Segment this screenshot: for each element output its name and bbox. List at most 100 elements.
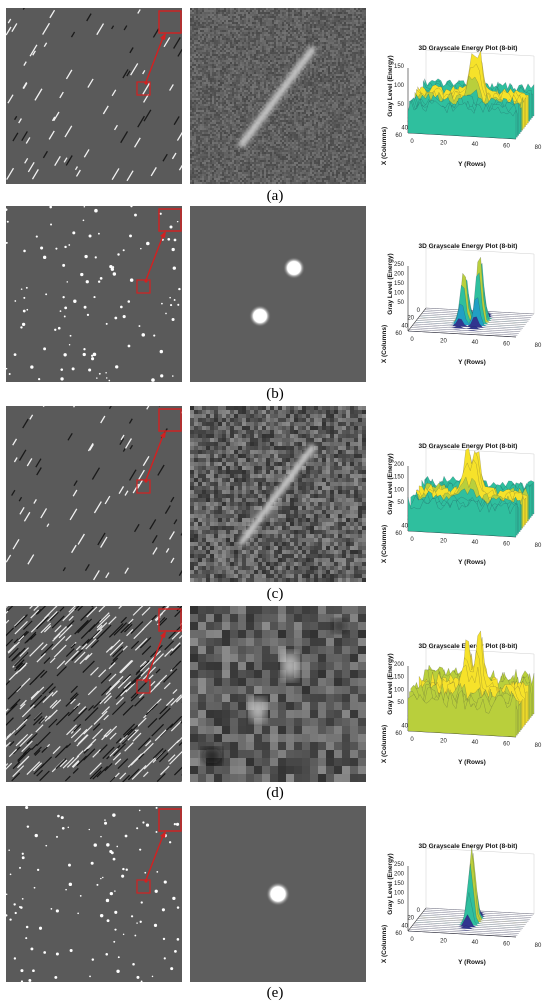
y-tick-label: 80 — [535, 343, 542, 349]
z-tick-label: 200 — [394, 462, 405, 468]
x-tick-label: 60 — [395, 931, 402, 937]
surface-strip — [412, 325, 521, 332]
star-field-image-d — [6, 606, 182, 782]
z-axis-label: Gray Level (Energy) — [387, 253, 394, 314]
y-tick-label: 20 — [440, 339, 447, 345]
surface-strip — [412, 925, 521, 932]
z-tick-label: 50 — [397, 300, 404, 306]
x-tick-label: 0 — [417, 308, 421, 314]
z-axis-label: Gray Level (Energy) — [387, 653, 394, 714]
x-tick-label: 40 — [401, 723, 408, 729]
y-tick-label: 0 — [410, 337, 414, 343]
z-axis-label: Gray Level (Energy) — [387, 853, 394, 914]
x-axis-label: X (Columns) — [381, 325, 388, 363]
surface-strip — [416, 272, 525, 327]
y-tick-label: 20 — [440, 939, 447, 945]
x-axis-label: X (Columns) — [381, 925, 388, 963]
x-tick-label: 40 — [401, 125, 408, 131]
star-field-image-a — [6, 8, 182, 184]
panel-caption-e: (e) — [266, 985, 284, 1001]
panel-caption-d: (d) — [266, 785, 284, 801]
y-tick-label: 80 — [535, 145, 542, 151]
x-axis-label: X (Columns) — [381, 525, 388, 563]
star-field-image-c — [6, 406, 182, 582]
z-tick-label: 100 — [394, 687, 405, 693]
zoomed-target-image-b — [190, 206, 366, 382]
y-tick-label: 40 — [472, 142, 479, 148]
y-tick-label: 80 — [535, 743, 542, 749]
y-tick-label: 60 — [503, 342, 510, 348]
zoomed-target-image-c — [190, 406, 366, 582]
y-axis-label: Y (Rows) — [458, 559, 486, 566]
z-tick-label: 200 — [394, 272, 405, 278]
z-tick-label: 100 — [394, 487, 405, 493]
z-tick-label: 100 — [394, 291, 405, 297]
y-tick-label: 20 — [440, 141, 447, 147]
star-field-image-e — [6, 806, 182, 982]
x-tick-label: 20 — [407, 316, 414, 322]
z-tick-label: 50 — [397, 500, 404, 506]
x-axis-label: X (Columns) — [381, 725, 388, 763]
surface-strip — [410, 327, 519, 334]
x-axis-label: X (Columns) — [381, 127, 388, 165]
y-tick-label: 40 — [472, 340, 479, 346]
star-field-image-b — [6, 206, 182, 382]
z-tick-label: 150 — [394, 64, 405, 70]
plot-title: 3D Grayscale Energy Plot (8-bit) — [419, 843, 518, 850]
y-tick-label: 60 — [503, 542, 510, 548]
plot-title: 3D Grayscale Energy Plot (8-bit) — [419, 45, 518, 52]
z-tick-label: 150 — [394, 675, 405, 681]
y-tick-label: 20 — [440, 739, 447, 745]
y-tick-label: 40 — [472, 940, 479, 946]
surface-strip — [407, 330, 517, 338]
zoomed-target-image-d — [190, 606, 366, 782]
surface-strip — [413, 316, 522, 331]
zoomed-target-image-e — [190, 806, 366, 982]
y-tick-label: 60 — [503, 144, 510, 150]
surface-strip — [407, 689, 517, 738]
y-tick-label: 0 — [410, 737, 414, 743]
x-tick-label: 60 — [395, 331, 402, 337]
x-tick-label: 60 — [395, 731, 402, 737]
surface-strip — [409, 329, 518, 336]
surface-strip — [414, 892, 523, 929]
y-tick-label: 80 — [535, 543, 542, 549]
panel-caption-b: (b) — [266, 386, 284, 402]
y-tick-label: 40 — [472, 740, 479, 746]
x-tick-label: 40 — [401, 523, 408, 529]
z-tick-label: 200 — [394, 662, 405, 668]
x-tick-label: 40 — [401, 323, 408, 329]
z-axis-label: Gray Level (Energy) — [387, 55, 394, 116]
x-tick-label: 0 — [417, 908, 421, 914]
surface-strip — [409, 929, 518, 936]
y-axis-label: Y (Rows) — [458, 959, 486, 966]
energy-surface-plot-e: 3D Grayscale Energy Plot (8-bit) 50 100 150… — [368, 806, 550, 984]
panel-caption-a: (a) — [266, 188, 284, 204]
x-tick-label: 40 — [401, 923, 408, 929]
energy-surface-plot-d: 3D Grayscale Energy Plot (8-bit)50100150… — [368, 606, 550, 784]
plot-title: 3D Grayscale Energy Plot (8-bit) — [419, 443, 518, 450]
z-tick-label: 150 — [394, 281, 405, 287]
x-tick-label: 20 — [407, 916, 414, 922]
z-tick-label: 100 — [394, 83, 405, 89]
zoomed-target-image-a — [190, 8, 366, 184]
z-tick-label: 200 — [394, 872, 405, 878]
panel-caption-c: (c) — [266, 586, 284, 602]
surface-strip — [407, 497, 517, 538]
surface-strip — [407, 100, 517, 140]
z-tick-label: 150 — [394, 881, 405, 887]
z-tick-label: 50 — [397, 102, 404, 108]
surface-strip — [413, 914, 522, 931]
plot-title: 3D Grayscale Energy Plot (8-bit) — [419, 243, 518, 250]
y-tick-label: 60 — [503, 742, 510, 748]
surface-strip — [416, 863, 525, 927]
energy-surface-plot-c: 3D Grayscale Energy Plot (8-bit) 50 100 150… — [368, 406, 550, 584]
surface-strip — [414, 297, 523, 329]
z-tick-label: 250 — [394, 862, 405, 868]
energy-surface-plot-a: 3D Grayscale Energy Plot (8-bit) 50 100 150… — [368, 8, 550, 186]
y-axis-label: Y (Rows) — [458, 161, 486, 168]
y-axis-label: Y (Rows) — [458, 359, 486, 366]
y-tick-label: 40 — [472, 540, 479, 546]
surface-strip — [410, 927, 519, 934]
surface-strip — [407, 930, 517, 938]
